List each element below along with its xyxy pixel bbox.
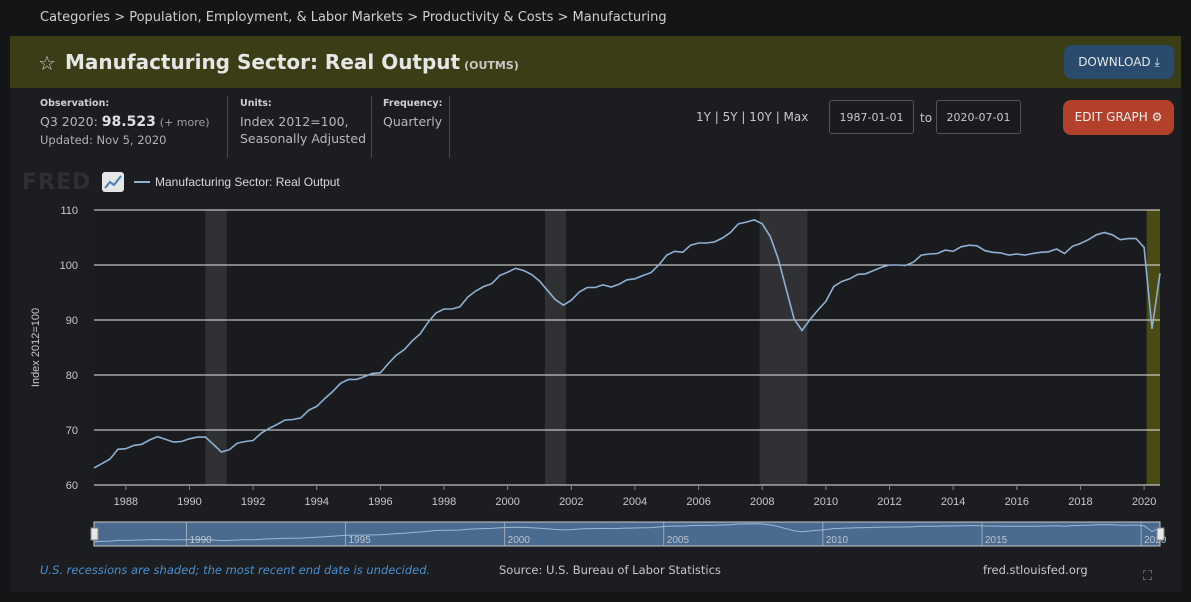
navigator-handle-right[interactable] xyxy=(1156,527,1165,541)
navigator-tick-label: 1995 xyxy=(349,535,372,546)
navigator-tick-label: 2010 xyxy=(826,535,849,546)
plot-area xyxy=(94,210,1160,485)
download-button[interactable]: DOWNLOAD ⤓ xyxy=(1064,45,1174,79)
site-link[interactable]: fred.stlouisfed.org xyxy=(983,563,1088,577)
x-tick-label: 2002 xyxy=(559,496,583,508)
fullscreen-icon[interactable]: ⛶ xyxy=(1143,569,1153,584)
navigator-tick-label: 2020 xyxy=(1144,535,1167,546)
x-tick-label: 1996 xyxy=(368,496,392,508)
legend-label: Manufacturing Sector: Real Output xyxy=(155,175,340,189)
x-tick-label: 2008 xyxy=(750,496,774,508)
units-value: Index 2012=100, Seasonally Adjusted xyxy=(240,113,366,147)
y-tick-label: 70 xyxy=(66,425,78,437)
breadcrumb[interactable]: Categories > Population, Employment, & L… xyxy=(0,0,1191,36)
y-axis-label: Index 2012=100 xyxy=(30,308,42,387)
frequency-value: Quarterly xyxy=(383,114,443,129)
x-tick-label: 2010 xyxy=(814,496,838,508)
frequency-block: Frequency: Quarterly xyxy=(383,98,442,158)
gear-icon: ⚙ xyxy=(1151,110,1163,124)
x-tick-label: 2004 xyxy=(623,496,647,508)
y-tick-label: 100 xyxy=(60,260,78,272)
to-label: to xyxy=(920,111,933,125)
navigator-tick-label: 2005 xyxy=(667,535,690,546)
download-label: DOWNLOAD xyxy=(1078,55,1151,69)
navigator-handle-left[interactable] xyxy=(90,527,99,541)
units-block: Units: Index 2012=100, Seasonally Adjust… xyxy=(240,98,366,158)
recession-band xyxy=(759,210,808,485)
range-selector[interactable]: 1Y | 5Y | 10Y | Max xyxy=(696,110,809,124)
chart[interactable]: Manufacturing Sector: Real Output 60 70 80 9… xyxy=(10,160,1181,592)
navigator-tick-label: 1990 xyxy=(189,535,212,546)
x-tick-label: 2018 xyxy=(1068,496,1092,508)
units-label: Units: xyxy=(240,98,272,109)
recession-band xyxy=(1146,210,1160,485)
x-tick-label: 2014 xyxy=(941,496,965,508)
info-bar: Observation: Q3 2020: 98.523 (+ more) Up… xyxy=(10,88,1181,160)
series-title: Manufacturing Sector: Real Output xyxy=(65,50,461,74)
y-tick-label: 60 xyxy=(66,480,78,492)
title-bar: ☆ Manufacturing Sector: Real Output (OUTM… xyxy=(10,36,1181,88)
edit-graph-button[interactable]: EDIT GRAPH ⚙ xyxy=(1063,100,1174,135)
chart-icon-line xyxy=(104,175,122,189)
observation-value: Q3 2020: 98.523 (+ more) xyxy=(40,113,210,131)
series-line xyxy=(93,219,1161,469)
observation-period: Q3 2020: xyxy=(40,114,98,129)
series-code: (OUTMS) xyxy=(464,59,519,72)
x-tick-label: 1994 xyxy=(305,496,329,508)
y-tick-label: 110 xyxy=(60,205,78,217)
y-tick-label: 80 xyxy=(66,370,78,382)
chart-icon xyxy=(102,172,124,192)
x-tick-label: 2016 xyxy=(1005,496,1029,508)
recession-band xyxy=(205,210,227,485)
x-tick-label: 2012 xyxy=(877,496,901,508)
observation-label: Observation: xyxy=(40,98,110,109)
source-note: Source: U.S. Bureau of Labor Statistics xyxy=(499,563,721,577)
divider xyxy=(449,96,450,158)
updated-date: Updated: Nov 5, 2020 xyxy=(40,133,167,147)
start-date-input[interactable]: 1987-01-01 xyxy=(829,100,914,134)
x-tick-label: 1988 xyxy=(114,496,138,508)
frequency-label: Frequency: xyxy=(383,98,443,109)
recession-note: U.S. recessions are shaded; the most rec… xyxy=(40,563,431,577)
y-tick-label: 90 xyxy=(66,315,78,327)
x-tick-label: 2000 xyxy=(495,496,519,508)
units-line2: Seasonally Adjusted xyxy=(240,131,367,146)
divider xyxy=(371,96,372,158)
chart-panel: FRED Manufacturing Sector: Real Output 60… xyxy=(10,160,1181,592)
x-tick-label: 2020 xyxy=(1132,496,1156,508)
x-tick-label: 1992 xyxy=(241,496,265,508)
recession-band xyxy=(544,210,566,485)
fred-logo: FRED xyxy=(22,170,92,195)
download-icon: ⤓ xyxy=(1154,55,1160,69)
x-tick-label: 1990 xyxy=(177,496,201,508)
end-date-input[interactable]: 2020-07-01 xyxy=(936,100,1021,134)
edit-graph-label: EDIT GRAPH xyxy=(1074,110,1148,124)
x-tick-label: 1998 xyxy=(432,496,456,508)
navigator-tick-label: 2015 xyxy=(985,535,1008,546)
divider xyxy=(227,96,228,158)
navigator-tick-label: 2000 xyxy=(508,535,531,546)
observation-block: Observation: Q3 2020: 98.523 (+ more) Up… xyxy=(40,98,210,158)
x-tick-label: 2006 xyxy=(686,496,710,508)
units-line1: Index 2012=100, xyxy=(240,114,349,129)
star-icon[interactable]: ☆ xyxy=(38,51,56,75)
navigator: 1990 1995 2000 2005 2010 2015 2020 xyxy=(90,521,1167,547)
more-link[interactable]: (+ more) xyxy=(159,116,210,129)
observation-number: 98.523 xyxy=(101,114,156,130)
page-title: Manufacturing Sector: Real Output (OUTMS) xyxy=(65,50,519,74)
